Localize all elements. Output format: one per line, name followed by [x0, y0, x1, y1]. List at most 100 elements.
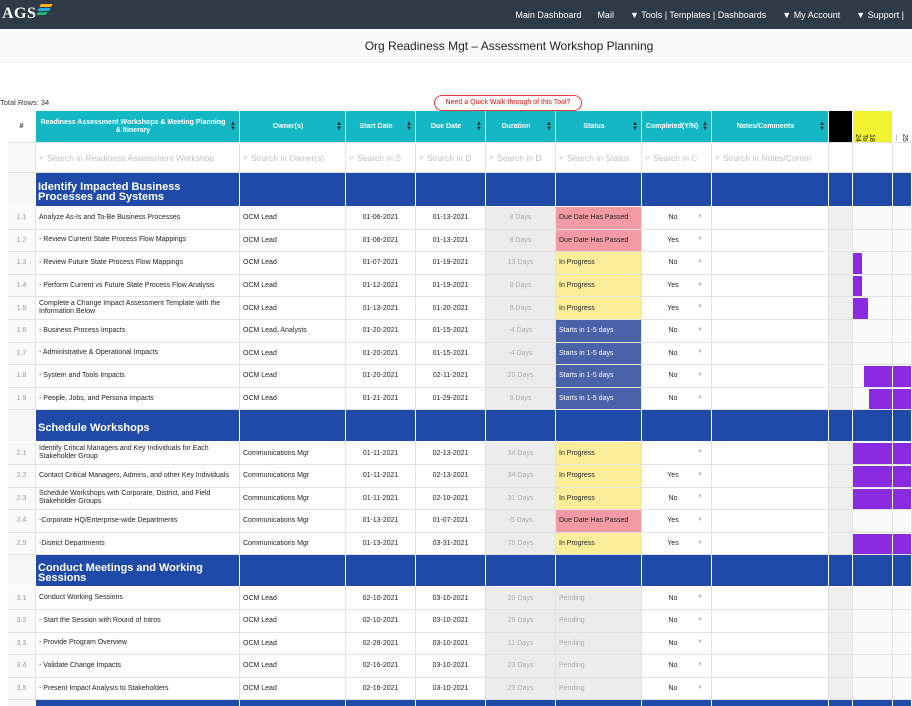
section-header-row[interactable]: Conduct Meetings and Working Sessions	[8, 555, 912, 588]
search-input-duration[interactable]: ⌕ Search in D	[486, 143, 556, 173]
task-name[interactable]: Contact Critical Managers, Admins, and o…	[36, 465, 240, 488]
due-date-cell[interactable]: 02-10-2021	[416, 487, 486, 511]
task-row[interactable]: 1.9- People, Jobs, and Persona Impacts OC…	[8, 387, 912, 411]
start-date-cell[interactable]: 02-16-2021	[346, 677, 416, 701]
col-header-due-date[interactable]: Due Date ▲ ▼	[416, 111, 486, 143]
due-date-cell[interactable]: 03-10-2021	[416, 632, 486, 656]
task-row[interactable]: 3.1 Conduct Working Sessions OCM Lead 02-10…	[8, 587, 912, 610]
start-date-cell[interactable]: 02-10-2021	[346, 587, 416, 610]
completed-select[interactable]: No ▼	[642, 342, 712, 366]
nav-my-account[interactable]: ▼ My Account	[782, 9, 841, 20]
due-date-cell[interactable]: 01-15-2021	[416, 320, 486, 343]
completed-select[interactable]: No ▼	[642, 677, 712, 701]
due-date-cell[interactable]: 03-10-2021	[416, 610, 486, 633]
completed-select[interactable]: No ▼	[642, 655, 712, 678]
due-date-cell[interactable]: 03-31-2021	[416, 532, 486, 556]
owner-cell[interactable]: Communications Mgr	[240, 465, 346, 488]
col-header-completed[interactable]: Completed(Y/N) ▲ ▼	[642, 111, 712, 143]
gantt-bar[interactable]	[853, 298, 869, 319]
due-date-cell[interactable]: 03-10-2021	[416, 655, 486, 678]
sort-arrows-icon[interactable]: ▲ ▼	[632, 120, 638, 132]
sort-arrows-icon[interactable]: ▲ ▼	[336, 120, 342, 132]
notes-cell[interactable]	[712, 320, 829, 343]
start-date-cell[interactable]: 02-28-2021	[346, 632, 416, 656]
col-header-start-date[interactable]: Start Date ▲ ▼	[346, 111, 416, 143]
col-header-duration[interactable]: Duration ▲ ▼	[486, 111, 556, 143]
owner-cell[interactable]: OCM Lead	[240, 229, 346, 253]
nav-mail[interactable]: Mail	[597, 9, 614, 20]
section-header-row[interactable]: Schedule Workshops	[8, 410, 912, 443]
search-input-status[interactable]: ⌕ Search in Status	[556, 143, 642, 173]
start-date-cell[interactable]: 01-11-2021	[346, 465, 416, 488]
notes-cell[interactable]	[712, 610, 829, 633]
due-date-cell[interactable]: 01-29-2021	[416, 387, 486, 411]
due-date-cell[interactable]: 03-10-2021	[416, 587, 486, 610]
start-date-cell[interactable]: 01-20-2021	[346, 365, 416, 388]
completed-select[interactable]: No ▼	[642, 387, 712, 411]
owner-cell[interactable]: OCM Lead	[240, 387, 346, 411]
sort-arrows-icon[interactable]: ▲ ▼	[476, 120, 482, 132]
gantt-bar[interactable]	[853, 533, 893, 555]
task-name[interactable]: - Present Impact Analysis to Stakeholder…	[36, 677, 240, 701]
owner-cell[interactable]: OCM Lead	[240, 342, 346, 366]
task-row[interactable]: 3.3- Provide Program Overview OCM Lead 02-…	[8, 632, 912, 656]
notes-cell[interactable]	[712, 655, 829, 678]
owner-cell[interactable]: Communications Mgr	[240, 532, 346, 556]
gantt-bar[interactable]	[893, 488, 912, 510]
gantt-bar[interactable]	[893, 443, 912, 464]
due-date-cell[interactable]: 01-15-2021	[416, 342, 486, 366]
section-title[interactable]: Schedule Workshops	[36, 410, 240, 443]
nav-support[interactable]: ▼ Support |	[856, 9, 904, 20]
notes-cell[interactable]	[712, 365, 829, 388]
owner-cell[interactable]: Communications Mgr	[240, 510, 346, 533]
notes-cell[interactable]	[712, 442, 829, 465]
ags-logo[interactable]: AGS	[2, 5, 37, 22]
completed-select[interactable]: No ▼	[642, 252, 712, 275]
notes-cell[interactable]	[712, 587, 829, 610]
due-date-cell[interactable]: 03-10-2021	[416, 677, 486, 701]
gantt-bar[interactable]	[893, 388, 912, 410]
task-name[interactable]: - Perform Current vs Future State Proces…	[36, 274, 240, 298]
notes-cell[interactable]	[712, 297, 829, 320]
owner-cell[interactable]: OCM Lead	[240, 677, 346, 701]
task-name[interactable]: - Validate Change Impacts	[36, 655, 240, 678]
owner-cell[interactable]: OCM Lead	[240, 252, 346, 275]
task-name[interactable]: Analyze As-Is and To-Be Business Process…	[36, 207, 240, 230]
owner-cell[interactable]: OCM Lead	[240, 274, 346, 298]
completed-select[interactable]: No ▼	[642, 365, 712, 388]
task-row[interactable]: 1.4- Perform Current vs Future State Pro…	[8, 274, 912, 298]
task-row[interactable]: 2.3 Schedule Workshops with Corporate, Di…	[8, 487, 912, 511]
task-row[interactable]: 1.3- Review Future State Process Flow Ma…	[8, 252, 912, 275]
owner-cell[interactable]: OCM Lead, Analysts	[240, 320, 346, 343]
start-date-cell[interactable]: 02-10-2021	[346, 610, 416, 633]
start-date-cell[interactable]: 02-16-2021	[346, 655, 416, 678]
col-header-status[interactable]: Status ▲ ▼	[556, 111, 642, 143]
completed-select[interactable]: ▼	[642, 442, 712, 465]
task-row[interactable]: 2.4 -Corporate HQ/Enterprise-wide Departm…	[8, 510, 912, 533]
completed-select[interactable]: No ▼	[642, 587, 712, 610]
col-header-owner[interactable]: Owner(s) ▲ ▼	[240, 111, 346, 143]
gantt-bar[interactable]	[853, 466, 893, 487]
completed-select[interactable]: No ▼	[642, 632, 712, 656]
section-title[interactable]: Identify Impacted Business Processes and…	[36, 173, 240, 207]
due-date-cell[interactable]: 01-13-2021	[416, 207, 486, 230]
section-header-row[interactable]: Identify Impacted Business Processes and…	[8, 173, 912, 207]
nav-main-dashboard[interactable]: Main Dashboard	[515, 9, 582, 20]
owner-cell[interactable]: OCM Lead	[240, 207, 346, 230]
completed-select[interactable]: Yes ▼	[642, 532, 712, 556]
task-name[interactable]: Schedule Workshops with Corporate, Distr…	[36, 487, 240, 511]
sort-arrows-icon[interactable]: ▲ ▼	[230, 120, 236, 132]
due-date-cell[interactable]: 02-13-2021	[416, 442, 486, 465]
task-row[interactable]: 1.1 Analyze As-Is and To-Be Business Proc…	[8, 207, 912, 230]
search-input-notes[interactable]: ⌕ Search in Notes/Comm	[712, 143, 829, 173]
start-date-cell[interactable]: 01-07-2021	[346, 252, 416, 275]
start-date-cell[interactable]: 01-20-2021	[346, 342, 416, 366]
completed-select[interactable]: No ▼	[642, 610, 712, 633]
task-name[interactable]: - Review Current State Process Flow Mapp…	[36, 229, 240, 253]
sort-arrows-icon[interactable]: ▲ ▼	[819, 120, 825, 132]
owner-cell[interactable]: OCM Lead	[240, 632, 346, 656]
owner-cell[interactable]: OCM Lead	[240, 297, 346, 320]
col-header-task[interactable]: Readiness Assessment Workshops & Meeting…	[36, 111, 240, 143]
due-date-cell[interactable]: 01-19-2021	[416, 252, 486, 275]
start-date-cell[interactable]: 01-12-2021	[346, 274, 416, 298]
